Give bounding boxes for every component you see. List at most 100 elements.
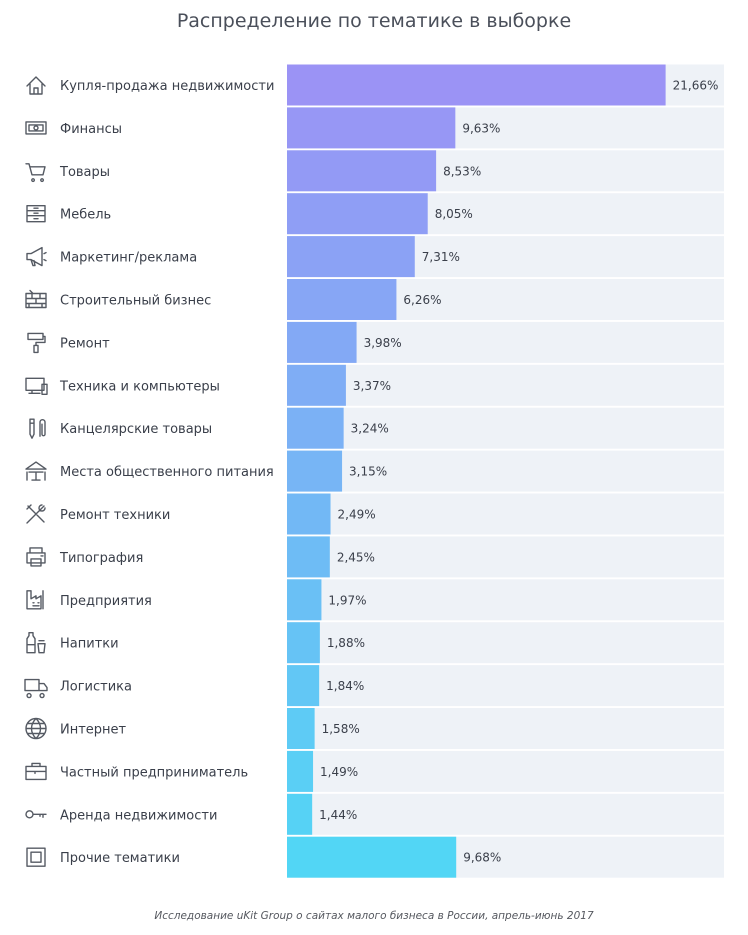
bar-row: 1,97% Предприятия [26,579,724,621]
category-label: Типография [59,551,143,566]
bar-row: 3,98% Ремонт [27,321,724,363]
megaphone-icon [26,246,47,267]
bar [287,107,456,149]
cart-icon [25,163,46,183]
globe-icon [25,717,47,740]
bar-value-label: 3,24% [351,422,389,436]
bar-value-label: 3,15% [349,465,387,479]
bar-value-label: 7,31% [422,250,460,264]
cafe-table-icon [25,461,47,481]
bar-row: 8,05% Мебель [26,193,724,235]
bar [287,64,666,106]
bar-row: 9,63% Финансы [25,107,724,149]
bar [287,536,330,578]
bar-value-label: 3,37% [353,379,391,393]
bar-row: 2,49% Ремонт техники [26,493,724,535]
bar-track [287,708,724,749]
bar-row: 1,58% Интернет [25,708,724,749]
category-label: Ремонт [60,336,110,351]
bar [287,665,320,707]
category-label: Ремонт техники [60,508,170,523]
bar-track [287,321,724,363]
bar-value-label: 8,05% [435,207,473,221]
bar [287,236,415,278]
chart-footer: Исследование uKit Group о сайтах малого … [154,910,594,922]
bar-track [287,665,724,707]
category-label: Техника и компьютеры [59,379,220,394]
bar-row: 21,66% Купля-продажа недвижимости [26,64,724,106]
category-label: Аренда недвижимости [60,808,217,823]
bar [287,407,344,449]
bar-row: 6,26% Строительный бизнес [25,279,724,320]
bar [287,279,397,320]
bar [287,622,320,664]
category-label: Частный предприниматель [60,765,248,780]
bar [287,493,331,535]
bar-row: 1,49% Частный предприниматель [25,750,724,792]
category-label: Интернет [60,723,127,738]
pencil-clip-icon [29,418,46,439]
bar-value-label: 1,44% [319,808,357,822]
house-icon [26,76,46,95]
bricks-icon [25,289,47,309]
bar-value-label: 3,98% [364,336,402,350]
bar-value-label: 2,45% [337,550,375,564]
category-label: Маркетинг/реклама [60,251,197,266]
bar [287,793,313,835]
bar [287,579,322,621]
bar-row: 2,45% Типография [26,536,724,578]
bar-value-label: 9,63% [462,121,500,135]
square-icon [26,847,46,867]
bar-row: 9,68% Прочие тематики [26,836,724,878]
bar-row: 3,24% Канцелярские товары [29,407,724,449]
bar-value-label: 1,58% [322,722,360,736]
bar-value-label: 8,53% [443,164,481,178]
bar-row: 1,84% Логистика [24,665,724,707]
bar-value-label: 9,68% [463,851,501,865]
category-label: Напитки [60,637,119,652]
bar-track [287,579,724,621]
paint-roller-icon [27,332,46,354]
key-icon [25,810,47,819]
truck-icon [24,678,48,699]
category-label: Места общественного питания [60,465,274,480]
category-label: Логистика [60,680,132,695]
bar-track [287,364,724,406]
bar-value-label: 2,49% [338,508,376,522]
category-label: Канцелярские товары [60,422,212,437]
factory-icon [26,590,44,610]
bar-track [287,407,724,449]
category-label: Товары [59,165,110,180]
bar-track [287,493,724,535]
bar [287,193,428,235]
bar-value-label: 1,49% [320,765,358,779]
bar-row: 1,44% Аренда недвижимости [25,793,724,835]
bar [287,364,346,406]
bar-value-label: 1,84% [326,679,364,693]
dresser-icon [26,204,46,223]
tools-icon [26,504,46,524]
bottle-icon [26,632,46,654]
bar [287,321,357,363]
briefcase-icon [25,762,47,781]
category-label: Финансы [60,122,122,137]
category-label: Мебель [60,208,111,223]
bar-track [287,450,724,492]
category-label: Строительный бизнес [60,294,211,309]
bar-value-label: 6,26% [403,293,441,307]
chart-title: Распределение по тематике в выборке [176,10,572,32]
printer-icon [26,547,46,567]
bar-track [287,750,724,792]
category-label: Предприятия [60,594,152,609]
bar-value-label: 21,66% [673,79,719,93]
bar-track [287,536,724,578]
banknote-icon [25,121,47,135]
bar [287,750,314,792]
bar-value-label: 1,88% [327,636,365,650]
bar [287,708,315,749]
bar [287,150,437,192]
category-label: Прочие тематики [60,851,180,866]
bar-row: 3,15% Места общественного питания [25,450,724,492]
category-label: Купля-продажа недвижимости [60,79,274,94]
